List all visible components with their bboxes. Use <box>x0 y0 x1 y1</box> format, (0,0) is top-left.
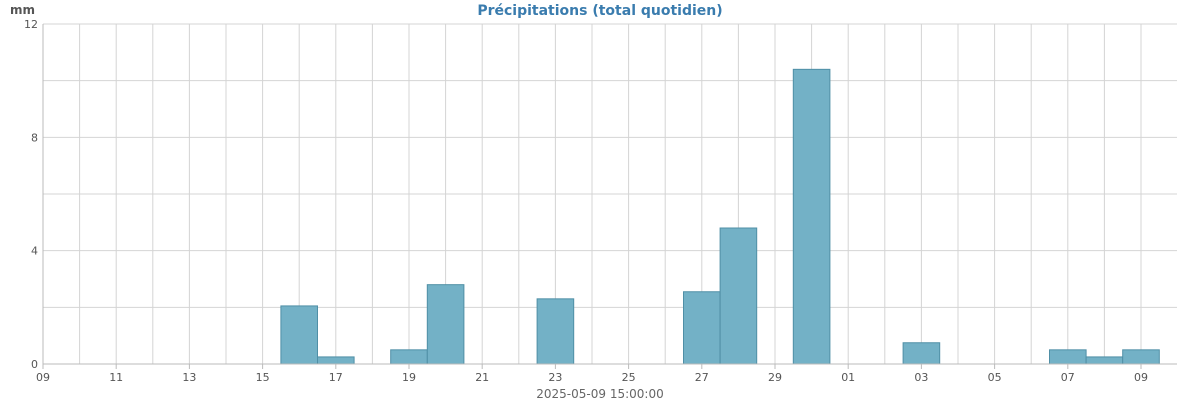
y-axis-unit-label: mm <box>10 3 35 17</box>
x-tick-label: 21 <box>475 371 489 384</box>
x-tick-label: 03 <box>914 371 928 384</box>
precipitation-bar <box>390 349 428 365</box>
x-axis-label: 2025-05-09 15:00:00 <box>536 387 663 400</box>
x-tick-label: 19 <box>402 371 416 384</box>
precipitation-bar <box>1049 349 1087 365</box>
x-tick-label: 05 <box>988 371 1002 384</box>
x-tick-label: 17 <box>329 371 343 384</box>
axes <box>42 24 1177 365</box>
precipitation-bar <box>1085 356 1124 365</box>
horizontal-gridlines <box>43 23 1177 365</box>
precipitation-bar <box>280 305 318 365</box>
y-tick-label: 8 <box>31 131 38 144</box>
precipitation-bars <box>280 68 1160 365</box>
precipitation-bar <box>719 227 758 365</box>
precipitation-bar <box>902 342 941 365</box>
y-tick-label: 0 <box>31 358 38 371</box>
precipitation-bar <box>792 68 831 365</box>
x-tick-label: 11 <box>109 371 123 384</box>
x-tick-label: 15 <box>256 371 270 384</box>
precipitation-bar <box>1122 349 1160 365</box>
y-axis-tick-labels: 0 4 8 12 <box>24 18 38 371</box>
x-tick-label: 09 <box>1134 371 1148 384</box>
y-tick-label: 4 <box>31 245 38 258</box>
precipitation-bar <box>536 298 575 365</box>
x-tick-label: 13 <box>182 371 196 384</box>
chart-title: Précipitations (total quotidien) <box>477 3 722 19</box>
precipitation-bar <box>426 284 465 365</box>
x-tick-label: 25 <box>622 371 636 384</box>
x-tick-label: 23 <box>548 371 562 384</box>
precipitation-bar <box>317 356 355 365</box>
x-tick-label: 27 <box>695 371 709 384</box>
precipitation-bar <box>683 291 721 365</box>
y-tick-label: 12 <box>24 18 38 31</box>
x-tick-label: 07 <box>1061 371 1075 384</box>
x-tick-label: 09 <box>36 371 50 384</box>
x-tick-label: 01 <box>841 371 855 384</box>
x-axis-tick-labels: 09 11 13 15 17 19 21 23 25 27 29 01 03 05 07 09 <box>36 364 1148 384</box>
x-tick-label: 29 <box>768 371 782 384</box>
